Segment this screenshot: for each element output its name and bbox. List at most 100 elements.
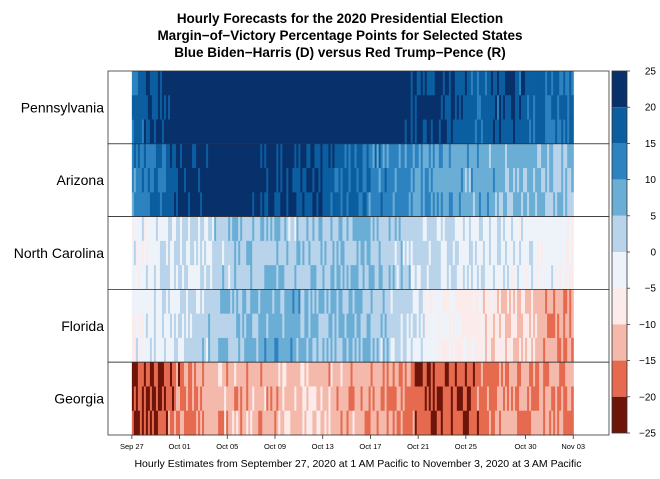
heat-cell xyxy=(430,71,434,96)
heat-cell xyxy=(248,168,251,193)
heat-cell xyxy=(553,95,556,121)
heat-cell xyxy=(324,168,328,193)
heat-cell xyxy=(541,216,544,242)
heat-cell xyxy=(488,337,492,363)
heat-cell xyxy=(368,216,372,242)
heat-cell xyxy=(308,386,312,412)
heat-cell xyxy=(486,216,490,242)
heat-cell xyxy=(169,410,173,436)
heat-cell xyxy=(420,168,424,193)
heat-cell xyxy=(256,119,259,145)
heat-cell xyxy=(490,168,494,193)
heat-cell xyxy=(515,362,518,387)
heat-cell xyxy=(332,410,336,436)
heat-cell xyxy=(376,143,380,169)
heat-cell xyxy=(212,240,215,266)
heat-cell xyxy=(460,240,464,266)
heat-cell xyxy=(186,192,189,218)
heat-cell xyxy=(212,362,215,387)
heat-cell xyxy=(232,119,235,145)
heat-cell xyxy=(180,95,183,121)
heat-cell xyxy=(555,143,558,169)
heat-cell xyxy=(356,119,360,145)
heat-cell xyxy=(171,410,175,436)
heat-cell xyxy=(503,216,506,242)
heat-cell xyxy=(212,95,215,121)
heat-cell xyxy=(414,95,418,121)
heat-cell xyxy=(444,240,448,266)
heat-cell xyxy=(159,313,163,339)
heat-cell xyxy=(364,168,368,193)
heat-cell xyxy=(294,289,297,315)
heat-cell xyxy=(537,313,540,339)
heat-cell xyxy=(476,168,480,193)
heat-cell xyxy=(173,410,177,436)
heat-cell xyxy=(420,313,424,339)
heat-cell xyxy=(444,362,448,387)
heat-cell xyxy=(503,168,506,193)
heat-cell xyxy=(196,265,199,290)
heat-cell xyxy=(412,337,416,363)
heat-cell xyxy=(320,337,324,363)
heat-cell xyxy=(264,313,267,339)
heat-cell xyxy=(378,240,382,266)
heat-cell xyxy=(145,119,149,145)
heat-cell xyxy=(549,410,552,436)
heat-cell xyxy=(523,143,526,169)
heat-cell xyxy=(274,95,277,121)
heat-cell xyxy=(438,289,442,315)
heat-cell xyxy=(448,386,452,412)
heat-cell xyxy=(278,192,281,218)
heat-cell xyxy=(184,192,187,218)
heat-cell xyxy=(476,216,480,242)
heat-cell xyxy=(505,192,508,218)
heat-cell xyxy=(324,240,328,266)
heat-cell xyxy=(226,410,229,436)
heat-cell xyxy=(242,265,245,290)
heat-cell xyxy=(242,240,245,266)
heat-cell xyxy=(338,337,342,363)
heat-cell xyxy=(198,410,201,436)
heat-cell xyxy=(352,192,356,218)
heat-cell xyxy=(511,410,514,436)
heat-cell xyxy=(472,313,476,339)
heat-cell xyxy=(258,386,261,412)
heat-cell xyxy=(414,289,418,315)
heat-cell xyxy=(444,386,448,412)
heat-cell xyxy=(456,240,460,266)
heat-cell xyxy=(468,240,472,266)
heat-cell xyxy=(238,216,241,242)
heat-cell xyxy=(246,119,249,145)
heat-cell xyxy=(382,168,386,193)
heat-cell xyxy=(348,313,352,339)
heat-cell xyxy=(525,265,528,290)
heat-cell xyxy=(416,95,420,121)
heat-cell xyxy=(348,386,352,412)
heat-cell xyxy=(458,337,462,363)
heat-cell xyxy=(432,168,436,193)
heat-cell xyxy=(340,192,344,218)
heat-cell xyxy=(314,119,318,145)
heat-cell xyxy=(298,313,301,339)
heat-cell xyxy=(452,410,456,436)
heat-cell xyxy=(476,386,480,412)
heat-cell xyxy=(537,337,540,363)
heat-cell xyxy=(186,71,189,96)
heat-cell xyxy=(214,95,217,121)
heat-cell xyxy=(308,337,312,363)
heat-cell xyxy=(222,265,225,290)
heat-cell xyxy=(165,119,169,145)
heat-cell xyxy=(252,119,255,145)
heat-cell xyxy=(304,410,307,436)
heat-cell xyxy=(252,192,255,218)
heat-cell xyxy=(360,362,364,387)
heat-cell xyxy=(340,95,344,121)
heat-cell xyxy=(246,143,249,169)
heat-cell xyxy=(478,192,482,218)
heat-cell xyxy=(292,362,295,387)
heat-cell xyxy=(348,95,352,121)
heat-cell xyxy=(448,168,452,193)
heat-cell xyxy=(246,95,249,121)
heat-cell xyxy=(563,216,566,242)
heat-cell xyxy=(559,386,562,412)
